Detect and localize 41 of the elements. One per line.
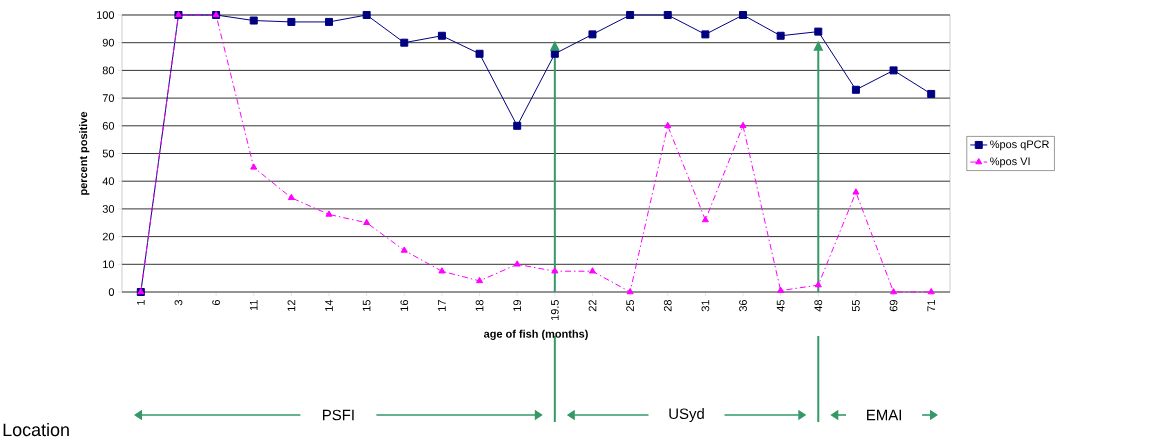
- x-tick-label: 55: [852, 299, 860, 312]
- x-tick-label: 22: [588, 300, 597, 312]
- y-tick-label: 70: [102, 94, 115, 102]
- y-tick-label: 0: [108, 288, 115, 296]
- y-tick-label: 90: [102, 38, 115, 47]
- x-tick-label: 16: [400, 300, 409, 311]
- y-axis-title: percent positive: [79, 111, 90, 195]
- x-tick-label: 31: [701, 300, 710, 312]
- legend-label: %pos VI: [990, 157, 1030, 168]
- text: USyd: [669, 408, 704, 422]
- y-tick-label: 50: [102, 149, 115, 158]
- legend-label: %pos qPCR: [990, 140, 1049, 151]
- text: PSFI: [323, 409, 354, 421]
- x-tick-label: 69: [889, 300, 898, 312]
- x-tick-label: 11: [249, 300, 258, 311]
- x-tick-label: 45: [776, 299, 785, 312]
- x-tick-label: 15: [362, 299, 371, 311]
- x-tick-label: 3: [174, 300, 183, 306]
- y-tick-label: 40: [102, 177, 115, 186]
- x-tick-label: 12: [287, 300, 296, 311]
- x-tick-label: 48: [814, 300, 823, 312]
- y-tick-label: 60: [102, 121, 115, 130]
- x-tick-label: 19.5: [550, 299, 559, 321]
- x-tick-label: 36: [739, 300, 747, 312]
- y-tick-label: 100: [97, 11, 115, 19]
- y-tick-label: 80: [102, 66, 115, 75]
- y-tick-label: 10: [103, 260, 115, 269]
- text: EMAI: [867, 409, 901, 421]
- x-tick-label: 17: [438, 300, 446, 311]
- x-tick-label: 25: [626, 299, 634, 312]
- text: Location: [3, 423, 69, 437]
- x-tick-label: 28: [663, 300, 672, 312]
- y-tick-label: 20: [102, 232, 115, 241]
- y-tick-label: 30: [102, 205, 115, 213]
- x-tick-label: 19: [513, 300, 522, 311]
- x-tick-label: 6: [212, 300, 220, 306]
- x-tick-label: 14: [325, 299, 333, 311]
- x-tick-label: 1: [137, 300, 145, 305]
- x-tick-label: 71: [927, 300, 935, 312]
- x-axis-title: age of fish (months): [483, 329, 588, 340]
- x-tick-label: 18: [475, 300, 484, 311]
